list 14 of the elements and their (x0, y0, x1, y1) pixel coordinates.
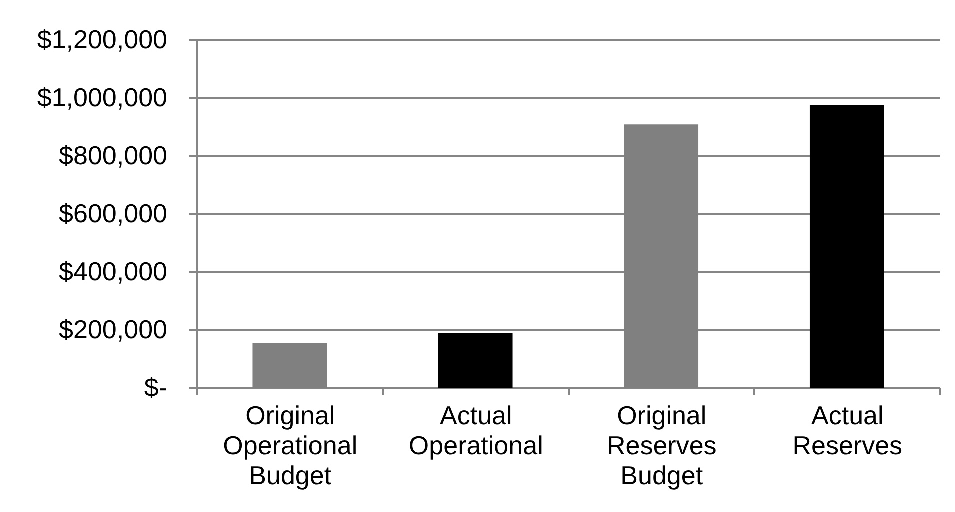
y-tick-label: $- (144, 372, 168, 402)
x-tick-label: Actual Reserves (792, 400, 903, 460)
y-tick-label: $800,000 (59, 140, 168, 170)
y-tick-label: $600,000 (59, 198, 168, 228)
bar (438, 333, 513, 388)
y-tick-label: $200,000 (59, 314, 168, 344)
y-tick-label: $1,200,000 (37, 24, 168, 54)
y-tick-label: $400,000 (59, 256, 168, 286)
bar (252, 343, 328, 388)
bar (810, 104, 884, 388)
x-tick-label: Actual Operational (408, 400, 544, 460)
y-tick-label: $1,000,000 (37, 82, 168, 112)
x-tick-label: Original Operational Budget (223, 400, 358, 490)
x-tick-label: Original Reserves Budget (606, 400, 717, 490)
